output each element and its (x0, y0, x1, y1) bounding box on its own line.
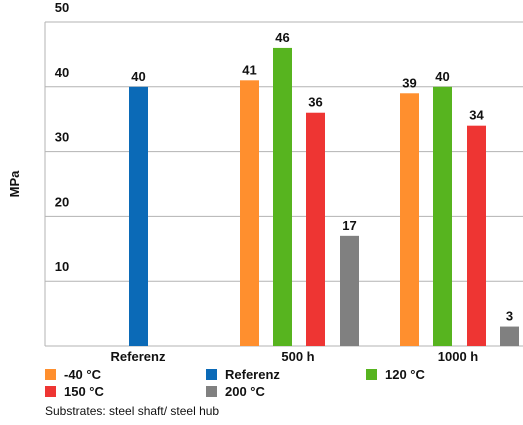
bar-chart: 10 20 30 40 50 MPa 40 Referenz 41 46 36 17 500 h 39 40… (7, 0, 523, 364)
legend-label-200: 200 °C (225, 383, 265, 399)
data-label: 46 (275, 30, 289, 45)
data-label: 41 (242, 62, 256, 77)
y-tick-label: 10 (55, 259, 69, 274)
bar (129, 86, 148, 347)
bar (500, 326, 519, 346)
legend-swatch-minus40 (45, 368, 56, 380)
x-tick-label: 1000 h (438, 349, 479, 364)
bar (240, 80, 259, 346)
bar (273, 47, 292, 347)
bar (306, 112, 325, 346)
x-tick-label: 500 h (281, 349, 314, 364)
bar (467, 125, 486, 347)
legend-label-150: 150 °C (64, 383, 104, 399)
data-label: 40 (131, 69, 145, 84)
legend-swatch-150 (45, 385, 56, 397)
x-tick-label: Referenz (111, 349, 166, 364)
bar (433, 86, 452, 347)
substrate-caption: Substrates: steel shaft/ steel hub (45, 404, 220, 418)
legend-swatch-120 (366, 368, 377, 380)
data-label: 3 (506, 309, 513, 324)
legend-swatch-referenz (206, 368, 217, 380)
data-label: 34 (469, 108, 484, 123)
y-axis-label: MPa (7, 170, 22, 198)
y-tick-label: 20 (55, 194, 69, 209)
legend-item-200: 200 °C (206, 383, 265, 399)
y-tick-label: 50 (55, 0, 69, 15)
data-label: 40 (435, 69, 449, 84)
y-tick-label: 30 (55, 130, 69, 145)
y-tick-label: 40 (55, 65, 69, 80)
data-label: 36 (308, 95, 322, 110)
bar (400, 93, 419, 346)
data-label: 39 (402, 75, 416, 90)
bar (340, 235, 359, 346)
data-label: 17 (342, 218, 356, 233)
legend-item-150: 150 °C (45, 383, 104, 399)
legend-swatch-200 (206, 385, 217, 397)
